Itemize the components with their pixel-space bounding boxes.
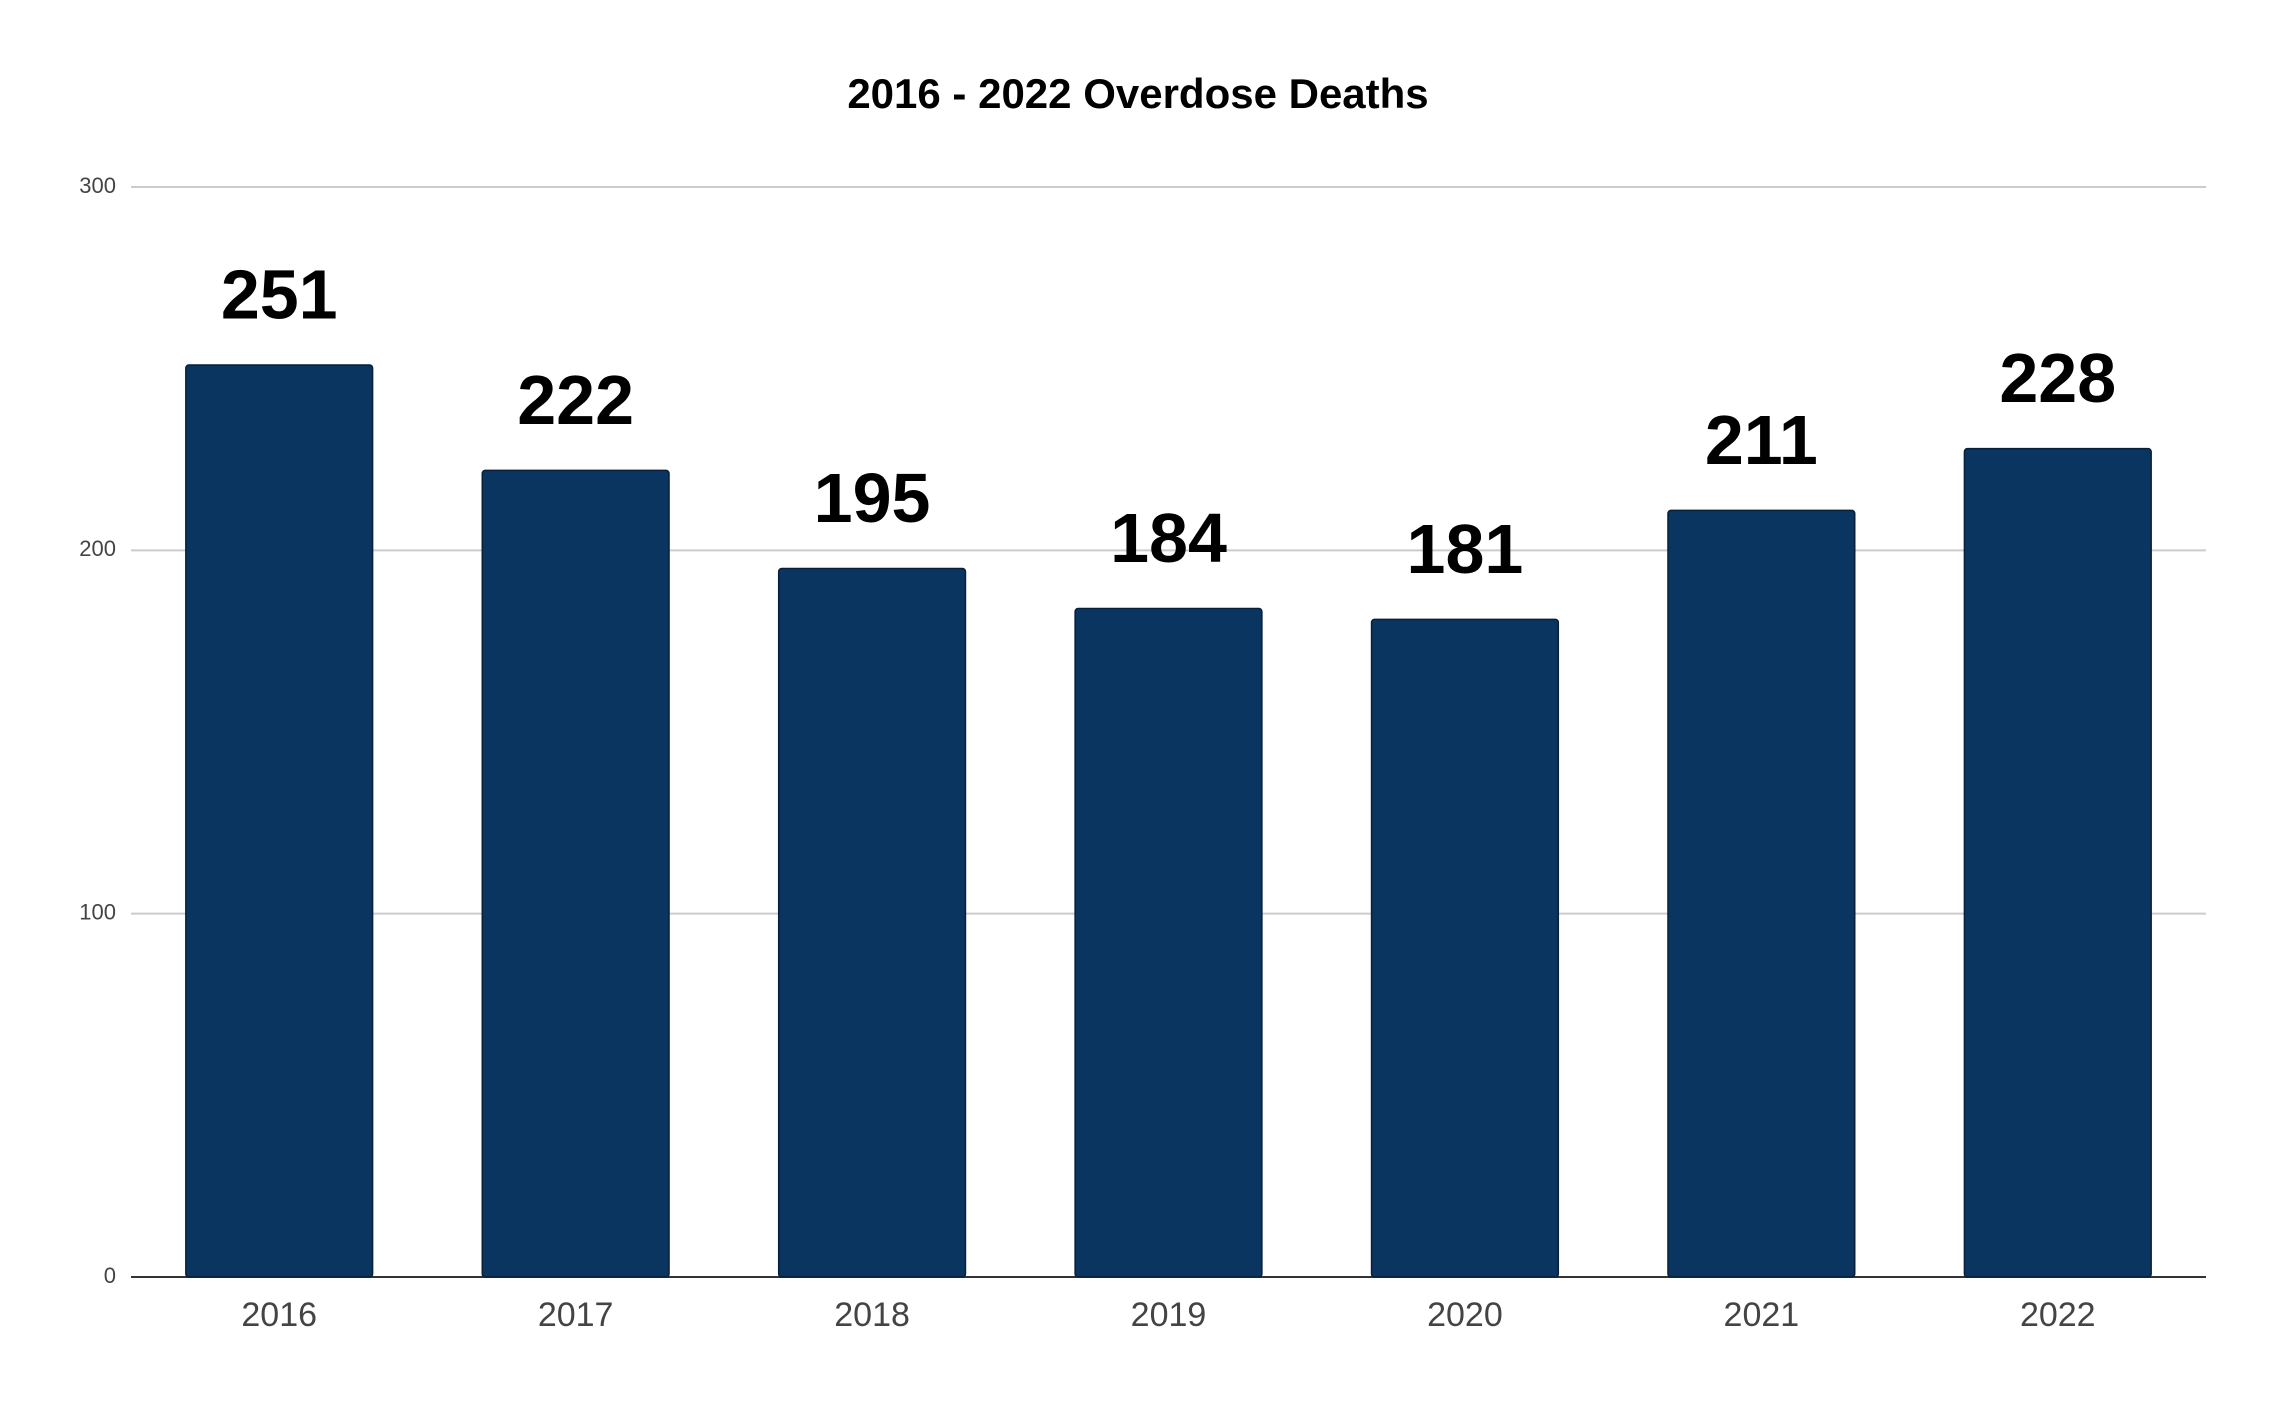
data-label: 228 (1999, 339, 2116, 417)
data-label: 195 (814, 459, 931, 537)
data-label: 181 (1407, 510, 1524, 588)
y-tick-label: 300 (79, 173, 116, 198)
chart-title: 2016 - 2022 Overdose Deaths (847, 70, 1428, 117)
bar (481, 469, 670, 1278)
data-label: 222 (517, 361, 634, 439)
y-tick-label: 200 (79, 536, 116, 561)
data-label: 184 (1110, 499, 1227, 577)
bar (1370, 618, 1560, 1278)
bar (185, 364, 374, 1278)
bar (1667, 509, 1856, 1278)
x-tick-label: 2022 (2020, 1296, 2096, 1334)
x-tick-label: 2018 (834, 1296, 910, 1334)
data-label: 211 (1705, 401, 1818, 479)
bar (1074, 607, 1263, 1278)
data-label: 251 (221, 256, 338, 334)
x-tick-label: 2020 (1427, 1296, 1503, 1334)
y-tick-label: 100 (79, 899, 116, 924)
x-tick-label: 2019 (1131, 1296, 1207, 1334)
x-tick-label: 2017 (538, 1296, 614, 1334)
bar (1963, 447, 2152, 1278)
x-tick-label: 2021 (1724, 1296, 1800, 1334)
y-tick-label: 0 (104, 1263, 116, 1288)
bar (777, 567, 967, 1278)
x-tick-label: 2016 (241, 1296, 317, 1334)
